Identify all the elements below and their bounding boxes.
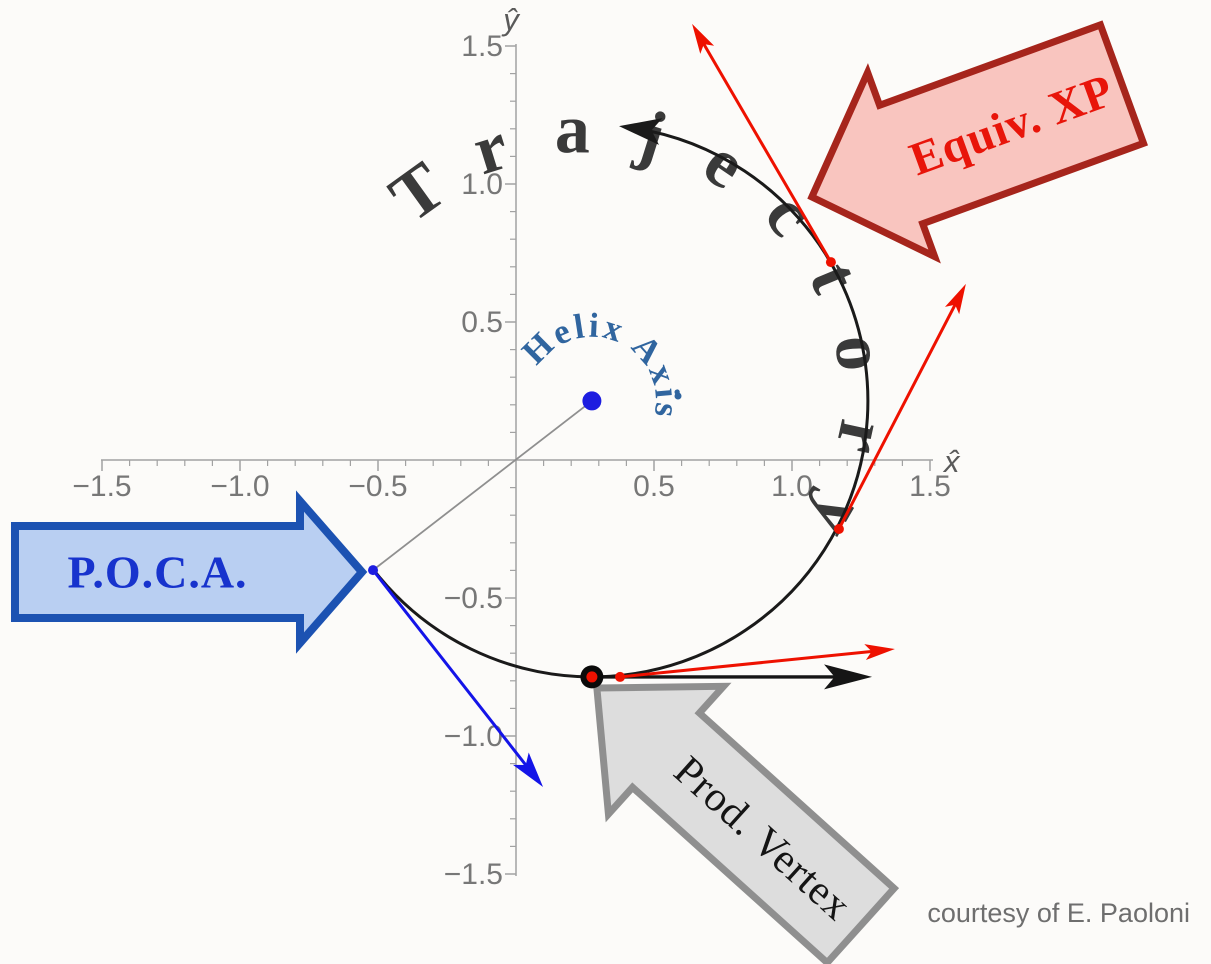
axes: −1.5 −1.0 −0.5 0.5 1.0 1.5−1.5−1.0−0.50.51.01… (72, 2, 961, 891)
y-tick-label: 1.0 (461, 168, 503, 201)
y-axis-label: ŷ (501, 2, 521, 37)
trajectory-arrowhead (619, 118, 663, 145)
equiv-point-2 (833, 524, 844, 534)
helix-label-dot (674, 392, 682, 400)
equiv-xp-label-arrow: Equiv. XP (807, 20, 1149, 264)
equiv-point-3 (825, 257, 836, 268)
momentum-equiv-3-shaft (698, 36, 833, 263)
momentum-equiv-3-head (692, 23, 715, 54)
poca-point (368, 565, 379, 576)
x-tick-label: 1.5 (909, 470, 951, 503)
momentum-equiv-1-head (864, 644, 895, 661)
momentum-at-vertex-head (824, 664, 873, 690)
equiv-xp-label-arrow-shape (807, 20, 1149, 264)
x-tick-label: 1.0 (771, 470, 813, 503)
momentum-equiv-2-shaft (837, 296, 961, 530)
momentum-equiv-1 (619, 644, 895, 679)
momentum-equiv-3 (692, 23, 833, 263)
trajectory-arc (372, 125, 870, 679)
equiv-point-1 (615, 671, 626, 682)
x-tick-label: −1.5 (72, 470, 131, 503)
poca-label-arrow: P.O.C.A. (10, 490, 368, 654)
poca-label-arrow-shape (10, 490, 368, 654)
y-tick-label: −1.5 (444, 858, 503, 891)
momentum-equiv-2 (837, 283, 966, 530)
credit-text: courtesy of E. Paoloni (927, 898, 1190, 928)
y-tick-label: 0.5 (461, 306, 503, 339)
momentum-at-poca (371, 569, 544, 788)
y-tick-label: 1.5 (461, 30, 503, 63)
poca-label-arrow-text: P.O.C.A. (67, 547, 247, 598)
helix-axis-curved-label: Helix Axis (514, 306, 687, 423)
momentum-equiv-2-head (944, 283, 966, 315)
x-tick-label: −0.5 (348, 470, 407, 503)
x-tick-label: 0.5 (633, 470, 675, 503)
prod-vertex-inner-point (586, 671, 598, 683)
helix-axis-point (582, 391, 602, 411)
momentum-equiv-1-shaft (619, 649, 881, 679)
x-tick-label: −1.0 (210, 470, 269, 503)
y-tick-label: −0.5 (444, 582, 503, 615)
poca-reference-line (372, 400, 593, 571)
x-axis-label: x̂ (942, 444, 961, 479)
prod-vertex-label-arrow-shape (593, 682, 900, 964)
momentum-at-poca-shaft (371, 569, 534, 774)
momentum-at-poca-head (512, 752, 544, 788)
